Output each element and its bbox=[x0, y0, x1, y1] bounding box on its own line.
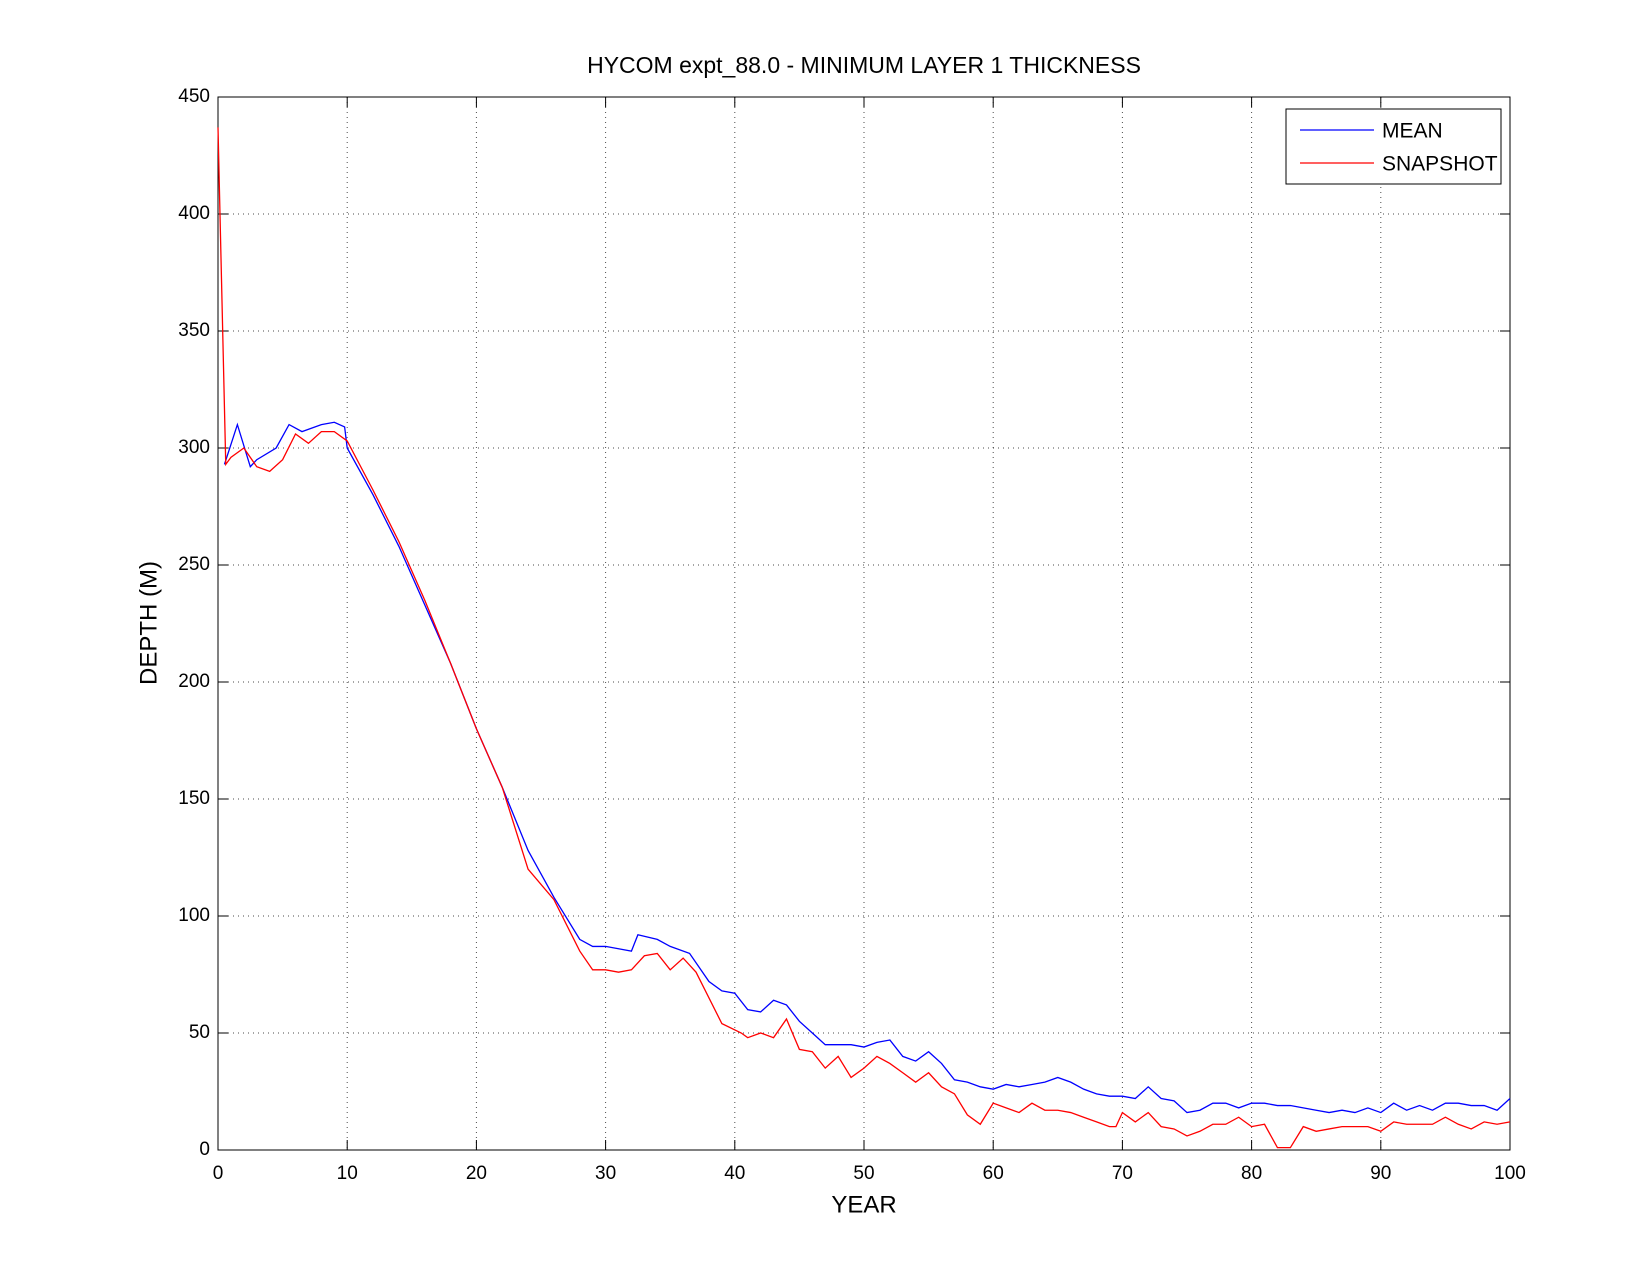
y-tick-label: 250 bbox=[178, 554, 210, 575]
x-tick-label: 70 bbox=[1112, 1163, 1133, 1184]
y-tick-label: 300 bbox=[178, 437, 210, 458]
y-tick-label: 450 bbox=[178, 86, 210, 107]
line-series bbox=[217, 127, 1511, 1149]
x-tick-label: 30 bbox=[595, 1163, 616, 1184]
x-axis-label: YEAR bbox=[831, 1191, 896, 1218]
y-tick-label: 100 bbox=[178, 905, 210, 926]
y-tick-label: 200 bbox=[178, 671, 210, 692]
y-tick-label: 0 bbox=[199, 1139, 210, 1160]
plot-frame bbox=[217, 96, 1511, 1151]
x-tick-label: 50 bbox=[853, 1163, 874, 1184]
legend-label: MEAN bbox=[1382, 120, 1443, 143]
x-tick-label: 20 bbox=[466, 1163, 487, 1184]
y-tick-label: 400 bbox=[178, 203, 210, 224]
x-tick-label: 0 bbox=[213, 1163, 224, 1184]
x-tick-label: 80 bbox=[1241, 1163, 1262, 1184]
x-tick-label: 90 bbox=[1370, 1163, 1391, 1184]
legend-label: SNAPSHOT bbox=[1382, 153, 1498, 176]
y-tick-label: 50 bbox=[189, 1022, 210, 1043]
y-axis-label: DEPTH (M) bbox=[135, 561, 162, 685]
x-tick-label: 10 bbox=[337, 1163, 358, 1184]
chart-title: HYCOM expt_88.0 - MINIMUM LAYER 1 THICKN… bbox=[587, 52, 1141, 78]
y-tick-label: 150 bbox=[178, 788, 210, 809]
y-tick-label: 350 bbox=[178, 320, 210, 341]
legend-box bbox=[1285, 108, 1502, 185]
x-tick-label: 60 bbox=[983, 1163, 1004, 1184]
x-tick-label: 40 bbox=[724, 1163, 745, 1184]
x-tick-label: 100 bbox=[1494, 1163, 1526, 1184]
